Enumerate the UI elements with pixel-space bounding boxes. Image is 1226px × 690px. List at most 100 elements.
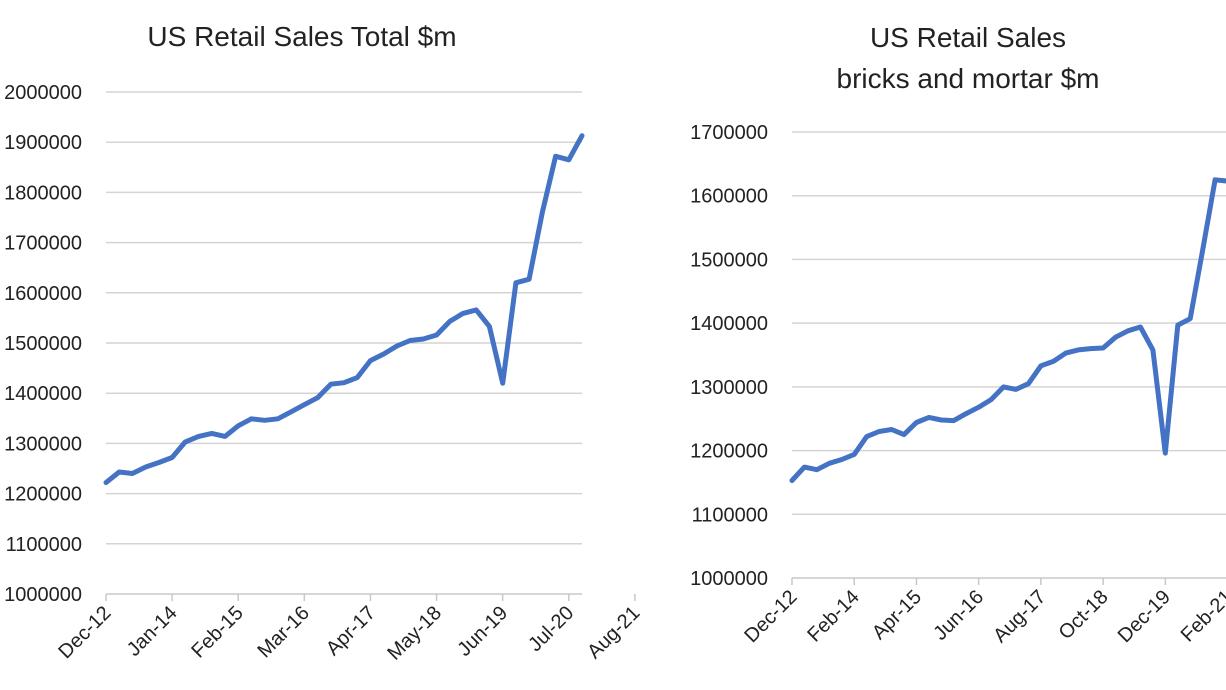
data-point — [342, 381, 346, 385]
x-tick-label: May-18 — [383, 602, 446, 665]
data-point — [1039, 364, 1043, 368]
data-point — [1089, 347, 1093, 351]
x-tick-label: Dec-19 — [1114, 586, 1175, 647]
data-point — [435, 333, 439, 337]
data-point — [1201, 248, 1205, 252]
data-point — [408, 339, 412, 343]
x-tick-label: Apr-17 — [322, 602, 380, 660]
data-point — [170, 456, 174, 460]
x-tick-label: Oct-18 — [1055, 586, 1113, 644]
y-tick-label: 1700000 — [4, 233, 82, 255]
chart-title: US Retail Sales Total $m — [147, 21, 456, 52]
data-point — [1213, 178, 1217, 182]
data-point — [1151, 348, 1155, 352]
y-tick-label: 1300000 — [690, 377, 768, 399]
y-tick-label: 1700000 — [690, 122, 768, 144]
x-tick-label: Mar-16 — [254, 602, 314, 662]
data-point — [1051, 359, 1055, 363]
x-tick-label: Jun-19 — [453, 602, 512, 661]
y-tick-label: 1200000 — [4, 484, 82, 506]
data-point — [461, 311, 465, 315]
data-point — [802, 465, 806, 469]
data-point — [501, 381, 505, 385]
data-point — [1101, 346, 1105, 350]
data-point — [1176, 323, 1180, 327]
x-tick-label: Aug-17 — [989, 586, 1050, 647]
data-point — [527, 277, 531, 281]
x-tick-label: Jul-20 — [524, 602, 578, 656]
data-point — [514, 281, 518, 285]
data-point — [249, 417, 253, 421]
data-point — [815, 468, 819, 472]
data-point — [197, 434, 201, 438]
y-tick-label: 1800000 — [4, 182, 82, 204]
data-point — [223, 434, 227, 438]
data-point — [1126, 329, 1130, 333]
data-point — [902, 433, 906, 437]
y-tick-label: 1100000 — [6, 534, 82, 556]
y-tick-label: 1400000 — [690, 313, 768, 335]
x-tick-label: Jan-14 — [123, 602, 182, 661]
data-point — [554, 154, 558, 158]
data-point — [1064, 351, 1068, 355]
y-tick-label: 1100000 — [692, 504, 768, 526]
data-point — [840, 458, 844, 462]
data-point — [540, 211, 544, 215]
data-point — [183, 440, 187, 444]
y-tick-label: 2000000 — [4, 82, 82, 104]
x-tick-label: Jun-16 — [929, 586, 988, 645]
data-point — [302, 403, 306, 407]
chart-title: US Retail Sales — [870, 22, 1066, 53]
data-point — [263, 418, 267, 422]
y-tick-label: 1500000 — [4, 333, 82, 355]
y-tick-label: 1400000 — [4, 383, 82, 405]
data-point — [977, 405, 981, 409]
data-point — [130, 472, 134, 476]
x-tick-label: Feb-21 — [1177, 586, 1226, 646]
bricks-and-mortar-sales-chart: US Retail Sales bricks and mortar $m 10000… — [690, 22, 1226, 647]
data-point — [1002, 385, 1006, 389]
data-point — [157, 461, 161, 465]
data-point — [382, 352, 386, 356]
data-point — [989, 398, 993, 402]
data-point — [316, 396, 320, 400]
data-point — [289, 410, 293, 414]
data-point — [474, 308, 478, 312]
x-tick-label: Feb-15 — [187, 602, 247, 662]
data-point — [827, 461, 831, 465]
x-tick-label: Apr-15 — [868, 586, 926, 644]
data-point — [368, 359, 372, 363]
data-point — [952, 419, 956, 423]
data-point — [1114, 335, 1118, 339]
y-tick-label: 1300000 — [4, 433, 82, 455]
x-tick-label: Aug-21 — [583, 602, 644, 663]
data-point — [927, 415, 931, 419]
data-point — [1026, 382, 1030, 386]
chart-subtitle: bricks and mortar $m — [837, 63, 1100, 94]
data-point — [890, 428, 894, 432]
x-tick-label: Feb-14 — [803, 586, 863, 646]
y-tick-label: 1000000 — [4, 584, 82, 606]
data-point — [939, 418, 943, 422]
data-point — [395, 344, 399, 348]
data-point — [236, 424, 240, 428]
data-point — [852, 452, 856, 456]
x-tick-label: Dec-12 — [740, 586, 801, 647]
data-point — [1188, 317, 1192, 321]
data-point — [448, 319, 452, 323]
data-point — [964, 412, 968, 416]
data-point — [580, 134, 584, 138]
data-point — [1163, 451, 1167, 455]
data-point — [1076, 348, 1080, 352]
data-point — [329, 382, 333, 386]
data-point — [1138, 325, 1142, 329]
y-tick-label: 1200000 — [690, 441, 768, 463]
data-point — [117, 470, 121, 474]
y-tick-label: 1600000 — [690, 186, 768, 208]
y-tick-label: 1600000 — [4, 283, 82, 305]
total-retail-sales-chart: US Retail Sales Total $m 1000000 1100000 12… — [4, 21, 644, 665]
data-point — [104, 481, 108, 485]
data-point — [914, 421, 918, 425]
data-point — [355, 376, 359, 380]
